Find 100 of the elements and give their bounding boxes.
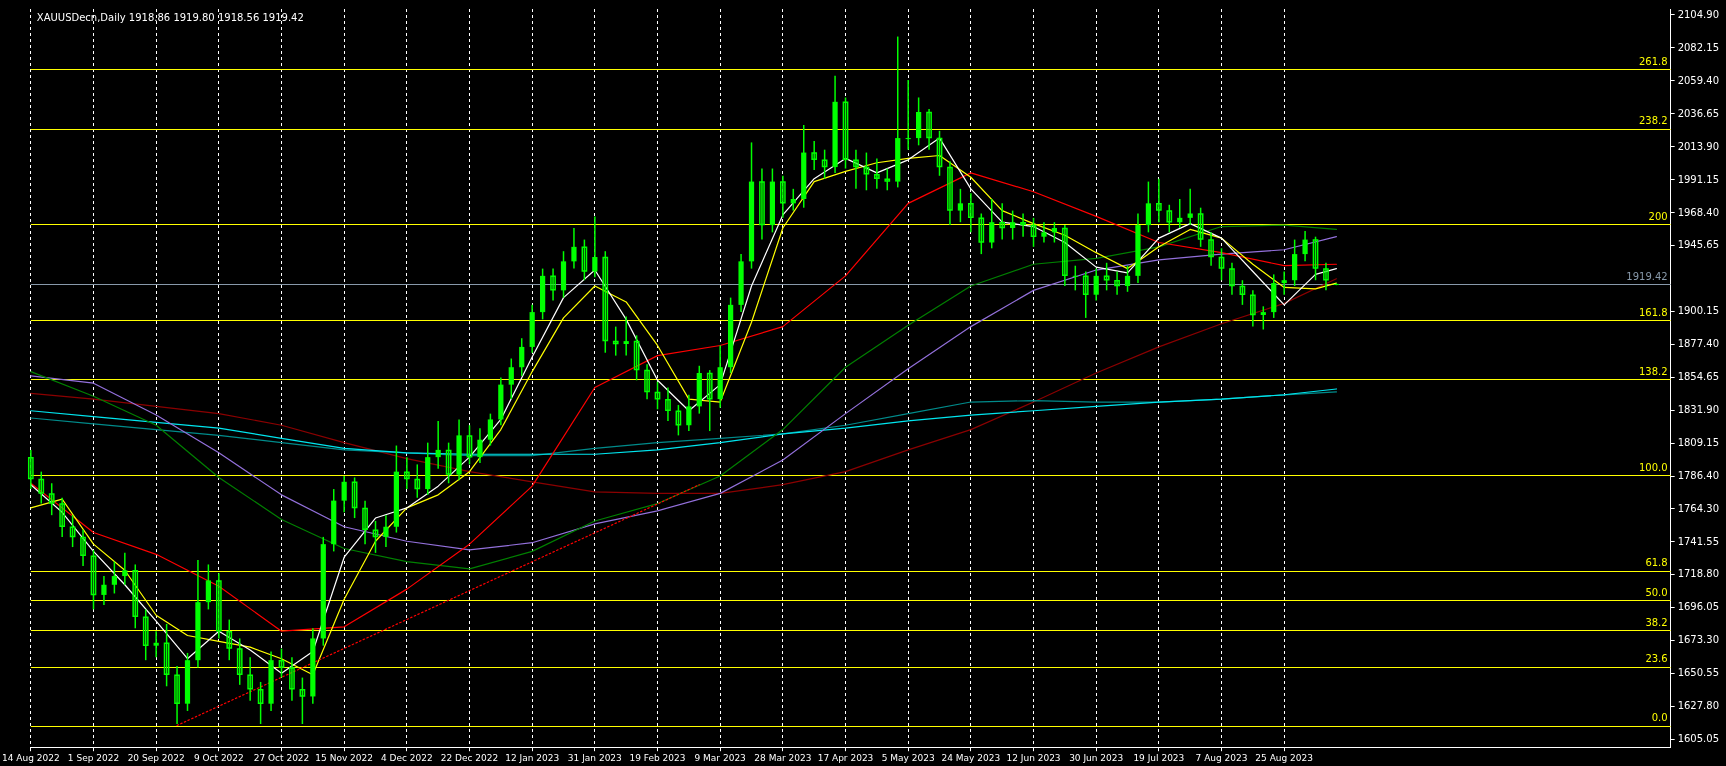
- candlestick: [101, 575, 107, 606]
- candlestick: [247, 656, 254, 702]
- annotation: 23.6: [1645, 653, 1668, 665]
- candlestick: [884, 167, 891, 192]
- candlestick: [1072, 264, 1078, 292]
- candlestick: [1187, 188, 1193, 226]
- y-tick-label: 1900.15: [1677, 305, 1720, 317]
- x-tick-label: 12 Jun 2023: [1006, 752, 1061, 763]
- candlestick: [69, 514, 76, 548]
- candlestick: [571, 227, 577, 270]
- candlestick: [48, 482, 55, 516]
- candlestick: [519, 337, 525, 377]
- candlestick: [27, 449, 34, 490]
- candlestick: [111, 560, 117, 595]
- candlestick: [1250, 289, 1256, 328]
- candlestick: [550, 267, 556, 302]
- candlestick: [842, 96, 849, 170]
- y-tick-label: 1945.65: [1677, 239, 1720, 251]
- y-tick-label: 1877.40: [1677, 338, 1720, 350]
- candlestick: [1145, 180, 1152, 234]
- y-tick-label: 1764.30: [1677, 502, 1720, 514]
- annotation: 38.2: [1645, 616, 1668, 628]
- candlestick: [602, 250, 609, 354]
- x-tick-label: 22 Dec 2022: [440, 752, 499, 763]
- candlestick: [759, 167, 765, 241]
- candlestick: [581, 238, 588, 281]
- candlestick: [1218, 247, 1225, 281]
- candlestick: [1229, 262, 1235, 296]
- y-tick-label: 1673.30: [1677, 634, 1720, 646]
- candlestick: [675, 404, 682, 437]
- annotation: 200: [1648, 210, 1668, 222]
- candlestick: [811, 140, 818, 171]
- candlestick: [477, 427, 483, 464]
- candlestick: [654, 380, 661, 411]
- candlestick: [706, 369, 713, 432]
- candlestick: [644, 363, 650, 400]
- x-tick-label: 4 Dec 2022: [380, 752, 433, 763]
- candlestick: [383, 514, 389, 548]
- candlestick: [38, 470, 45, 505]
- candlestick: [372, 520, 379, 554]
- candlestick: [1155, 177, 1162, 223]
- candlestick: [299, 676, 306, 725]
- candlestick: [1061, 224, 1068, 287]
- candlestick: [1114, 270, 1120, 296]
- x-tick-label: 7 Aug 2023: [1195, 752, 1248, 763]
- chart-title: XAUUSDecn,Daily 1918.86 1919.80 1918.56 1919.42: [36, 11, 304, 23]
- x-tick-label: 15 Nov 2022: [315, 752, 373, 763]
- y-tick-label: 2059.40: [1677, 74, 1720, 86]
- candlestick: [466, 424, 473, 466]
- annotation: 0.0: [1651, 712, 1668, 724]
- y-tick-label: 1968.40: [1677, 206, 1720, 218]
- candlestick: [1208, 231, 1214, 267]
- candlestick: [999, 202, 1006, 241]
- y-tick-label: 1809.15: [1677, 437, 1720, 449]
- candlestick: [59, 497, 66, 538]
- candlestick: [289, 656, 295, 702]
- candlestick: [686, 394, 692, 432]
- y-tick-label: 1991.15: [1677, 173, 1720, 185]
- candlestick: [873, 157, 880, 190]
- candlestick: [947, 160, 953, 226]
- x-tick-label: 14 Aug 2022: [2, 752, 60, 763]
- candlestick: [592, 215, 598, 279]
- candlestick: [205, 563, 211, 611]
- x-tick-label: 27 Oct 2022: [253, 752, 310, 763]
- x-tick-label: 1 Sep 2022: [67, 752, 120, 763]
- ref-line-label: 1919.42: [1626, 271, 1668, 283]
- candlestick: [153, 630, 159, 659]
- candlestick: [1281, 270, 1287, 296]
- y-tick-label: 1854.65: [1677, 371, 1720, 383]
- x-tick-label: 30 Jun 2023: [1069, 752, 1124, 763]
- candlestick: [1166, 204, 1173, 234]
- x-tick-label: 25 Aug 2023: [1255, 752, 1314, 763]
- candlestick: [362, 499, 368, 545]
- candlestick: [341, 475, 347, 513]
- annotation: 100.0: [1639, 461, 1668, 473]
- candlestick: [215, 572, 222, 640]
- candlestick: [122, 552, 128, 586]
- annotation: 50.0: [1645, 586, 1668, 598]
- y-tick-label: 1627.80: [1677, 700, 1720, 712]
- candlestick: [1082, 270, 1089, 319]
- candlestick: [905, 79, 911, 151]
- candlestick: [967, 192, 974, 234]
- x-tick-label: 19 Jul 2023: [1133, 752, 1185, 763]
- candlestick: [226, 618, 233, 661]
- y-tick-label: 1786.40: [1677, 470, 1720, 482]
- x-tick-label: 31 Jan 2023: [567, 752, 622, 763]
- candlestick: [1124, 264, 1131, 293]
- candlestick: [1197, 206, 1204, 248]
- candlestick: [978, 212, 985, 255]
- x-tick-label: 19 Feb 2023: [629, 752, 686, 763]
- candlestick: [957, 188, 964, 223]
- x-tick-label: 17 Apr 2023: [817, 752, 874, 763]
- x-tick-label: 20 Sep 2022: [127, 752, 185, 763]
- candlestick: [445, 441, 452, 484]
- candlestick: [487, 412, 494, 447]
- y-tick-label: 1605.05: [1677, 733, 1720, 745]
- candlestick: [821, 148, 828, 180]
- y-tick-label: 1718.80: [1677, 568, 1720, 580]
- candlestick: [623, 315, 629, 357]
- candlestick: [1010, 209, 1016, 241]
